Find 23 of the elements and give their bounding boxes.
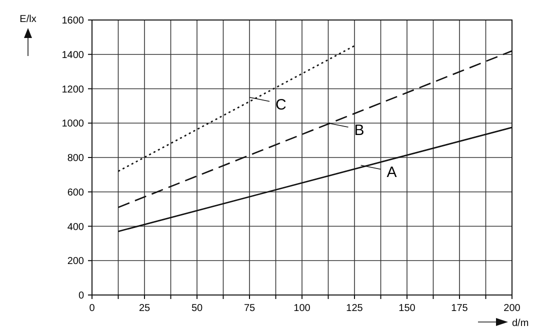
annotation: A	[386, 164, 397, 182]
y-tick-label: 1600	[62, 16, 84, 26]
x-tick-label: 200	[504, 303, 521, 314]
x-tick-label: 150	[398, 303, 416, 314]
y-tick-label: 0	[78, 290, 84, 302]
x-tick-label: 125	[346, 303, 364, 314]
y-tick-label: 200	[67, 256, 84, 268]
y-axis-title: E/lx	[20, 14, 36, 25]
x-axis-title: d/m	[512, 318, 529, 329]
y-tick-label: 600	[67, 187, 84, 198]
y-tick-label: 1200	[62, 84, 84, 96]
y-tick-label: 800	[67, 153, 84, 164]
x-tick-label: 175	[451, 303, 468, 314]
x-tick-label: 75	[244, 303, 256, 314]
y-tick-label: 1000	[62, 118, 84, 130]
x-tick-label: 0	[89, 303, 96, 314]
y-tick-label: 1400	[62, 50, 84, 61]
x-tick-label: 50	[191, 303, 203, 314]
annotation: C	[276, 96, 286, 114]
annotation: B	[354, 122, 364, 140]
x-tick-label: 100	[294, 303, 311, 314]
y-tick-label: 400	[67, 222, 84, 233]
x-tick-label: 25	[138, 303, 150, 314]
